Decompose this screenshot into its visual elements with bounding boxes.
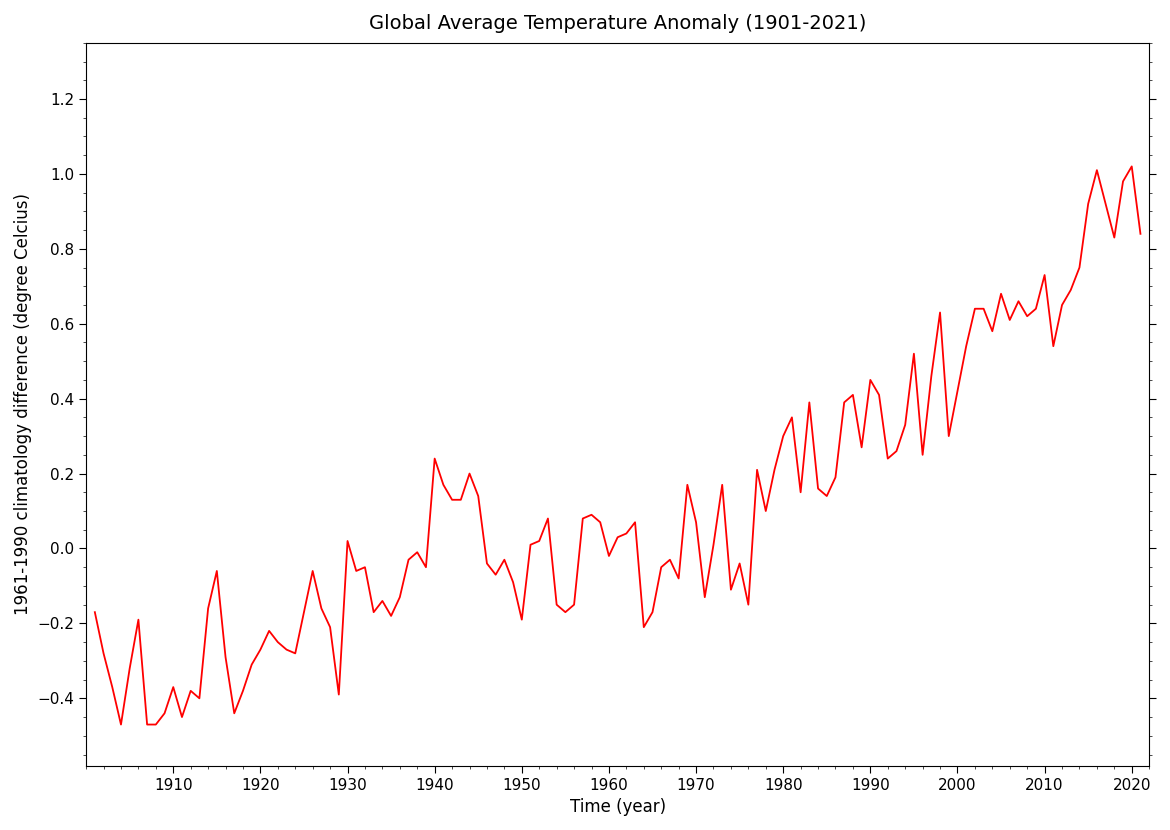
Title: Global Average Temperature Anomaly (1901-2021): Global Average Temperature Anomaly (1901…: [369, 14, 866, 33]
Y-axis label: 1961-1990 climatology difference (degree Celcius): 1961-1990 climatology difference (degree…: [14, 193, 32, 615]
X-axis label: Time (year): Time (year): [570, 798, 666, 816]
